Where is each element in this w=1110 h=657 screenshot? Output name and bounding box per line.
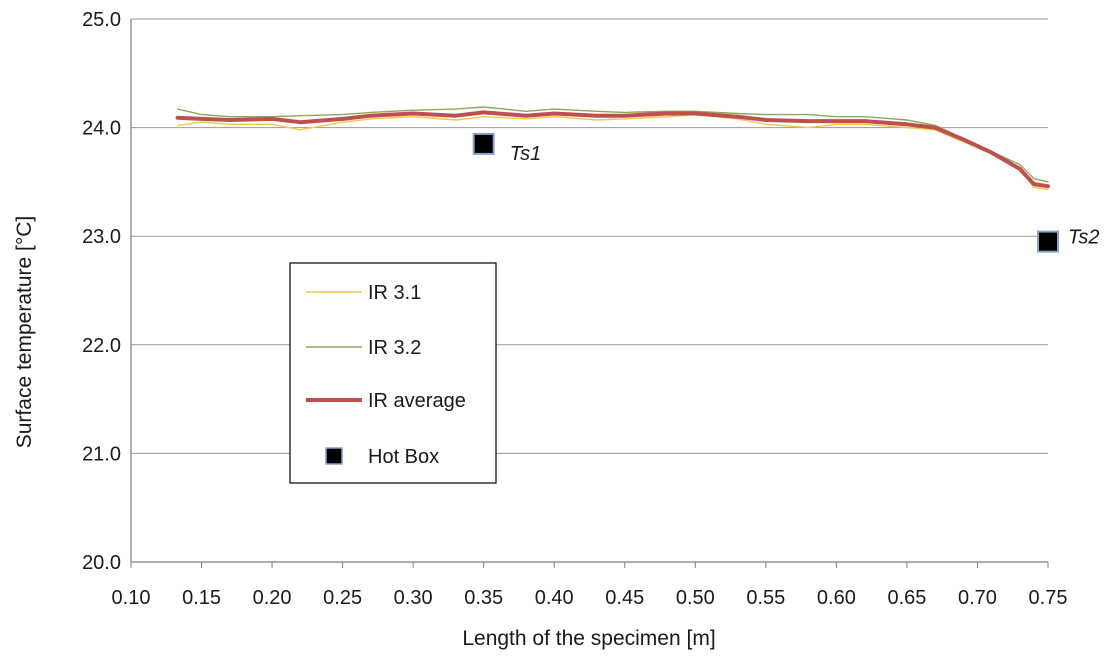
series-line-2 [175, 110, 1050, 189]
x-tick-label: 0.35 [464, 587, 503, 609]
x-tick-label: 0.10 [112, 587, 151, 609]
marker-label: Ts1 [510, 143, 542, 165]
x-tick-label: 0.75 [1029, 587, 1068, 609]
grid-lines [131, 18, 1048, 563]
y-tick-label: 20.0 [82, 552, 121, 574]
data-series [175, 106, 1050, 191]
marker-annotations: Ts1 Ts2 [510, 143, 1100, 249]
hot-box-marker [1037, 230, 1059, 253]
x-tick-label: 0.55 [746, 587, 785, 609]
x-tick-label: 0.40 [535, 587, 574, 609]
x-axis-title: Length of the specimen [m] [462, 627, 715, 650]
x-tick-label: 0.25 [323, 587, 362, 609]
legend-swatch [325, 447, 343, 465]
legend-label: IR 3.1 [368, 282, 421, 304]
legend-label: Hot Box [368, 446, 439, 468]
hot-box-markers [472, 132, 1059, 253]
y-axis-title: Surface temperature [°C] [13, 216, 36, 449]
y-tick-label: 23.0 [82, 226, 121, 248]
series-line-0 [176, 113, 1049, 191]
x-tick-label: 0.20 [253, 587, 292, 609]
x-tick-label: 0.15 [182, 587, 221, 609]
x-tick-label: 0.45 [605, 587, 644, 609]
legend: IR 3.1 IR 3.2 IR average Hot Box [289, 262, 497, 484]
x-tick-label: 0.65 [887, 587, 926, 609]
axes [130, 19, 1049, 568]
legend-label: IR 3.2 [368, 337, 421, 359]
x-tick-label: 0.50 [676, 587, 715, 609]
legend-box [289, 262, 497, 484]
x-tick-labels: 0.10 0.15 0.20 0.25 0.30 0.35 0.40 0.45 0.50 0.55… [112, 587, 1068, 609]
legend-label: IR average [368, 390, 466, 412]
marker-label: Ts2 [1068, 227, 1100, 249]
y-tick-label: 22.0 [82, 335, 121, 357]
x-tick-label: 0.60 [817, 587, 856, 609]
y-tick-label: 25.0 [82, 9, 121, 31]
hot-box-marker [472, 132, 495, 155]
x-tick-label: 0.30 [394, 587, 433, 609]
y-tick-label: 21.0 [82, 443, 121, 465]
x-tick-label: 0.70 [958, 587, 997, 609]
series-line-1 [176, 106, 1049, 183]
y-tick-labels: 20.0 21.0 22.0 23.0 24.0 25.0 [82, 9, 121, 574]
y-tick-label: 24.0 [82, 118, 121, 140]
